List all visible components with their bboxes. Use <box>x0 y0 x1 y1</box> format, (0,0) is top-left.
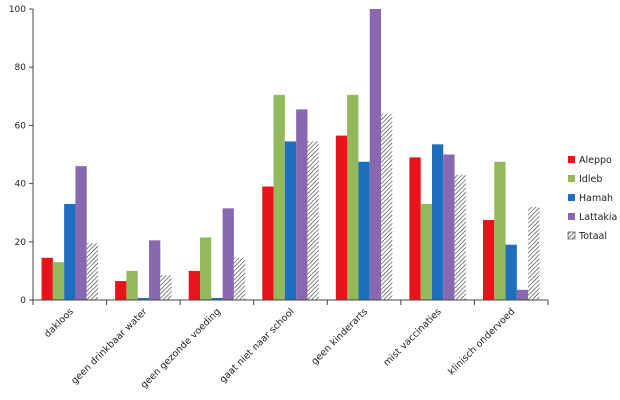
bar-hamah-2 <box>211 297 223 300</box>
x-category-label: gaat niet naar school <box>218 306 297 385</box>
bar-idleb-0 <box>52 262 65 300</box>
bar-lattakia-1 <box>149 240 161 300</box>
bar-lattakia-0 <box>75 166 87 300</box>
y-tick-label: 0 <box>20 296 26 306</box>
bar-aleppo-6 <box>482 219 495 300</box>
bar-hamah-3 <box>284 141 297 300</box>
bar-lattakia-2 <box>222 208 234 300</box>
bar-totaal-4 <box>381 113 393 300</box>
bar-hamah-6 <box>505 244 517 300</box>
bar-aleppo-3 <box>262 186 274 300</box>
legend: Aleppo Idleb Hamah Lattakia Totaal <box>567 155 617 242</box>
legend-label-hamah: Hamah <box>579 193 613 204</box>
bar-lattakia-6 <box>516 289 529 300</box>
bar-aleppo-1 <box>115 281 127 300</box>
bar-aleppo-0 <box>41 257 53 300</box>
legend-label-aleppo: Aleppo <box>579 155 612 166</box>
bar-totaal-0 <box>86 243 99 300</box>
bar-aleppo-2 <box>188 270 200 300</box>
bar-idleb-6 <box>494 161 506 300</box>
bars-group <box>41 9 540 300</box>
bar-totaal-3 <box>307 141 319 300</box>
bar-hamah-1 <box>137 297 150 300</box>
legend-label-totaal: Totaal <box>578 231 607 242</box>
x-category-label: mist vaccinaties <box>381 306 443 368</box>
y-tick-label: 60 <box>15 121 27 131</box>
bar-idleb-5 <box>420 203 432 300</box>
legend-swatch-aleppo <box>568 156 575 163</box>
legend-swatch-lattakia <box>568 213 575 220</box>
bar-idleb-2 <box>199 237 212 300</box>
bar-hamah-4 <box>358 161 370 300</box>
bar-lattakia-3 <box>296 109 308 300</box>
x-category-label: klinisch ondervoed <box>446 306 517 377</box>
legend-label-idleb: Idleb <box>579 174 602 185</box>
x-category-label: geen drinkbaar water <box>69 306 149 386</box>
x-category-label: geen gezonde voeding <box>139 306 223 390</box>
bar-aleppo-5 <box>409 157 421 300</box>
bar-idleb-4 <box>347 94 359 300</box>
y-tick-label: 100 <box>9 5 26 15</box>
x-category-label: geen kinderarts <box>309 306 370 367</box>
bar-totaal-2 <box>233 257 246 300</box>
bar-hamah-0 <box>64 203 76 300</box>
bar-idleb-3 <box>273 94 285 300</box>
legend-swatch-hamah <box>568 194 575 201</box>
bar-totaal-5 <box>454 174 466 300</box>
bar-totaal-1 <box>160 275 172 300</box>
y-tick-label: 20 <box>15 238 27 248</box>
x-category-label: dakloos <box>42 306 76 340</box>
bar-totaal-6 <box>528 206 540 300</box>
legend-label-lattakia: Lattakia <box>579 212 617 223</box>
bar-lattakia-4 <box>369 9 382 300</box>
y-axis: 0 20 40 60 80 100 <box>9 5 34 306</box>
y-tick-label: 40 <box>15 180 27 190</box>
bar-idleb-1 <box>126 270 138 300</box>
y-tick-label: 80 <box>15 63 27 73</box>
bar-hamah-5 <box>431 144 444 300</box>
bar-lattakia-5 <box>443 154 455 300</box>
legend-swatch-idleb <box>568 175 575 182</box>
bar-aleppo-4 <box>335 135 348 300</box>
legend-swatch-totaal <box>567 231 576 240</box>
